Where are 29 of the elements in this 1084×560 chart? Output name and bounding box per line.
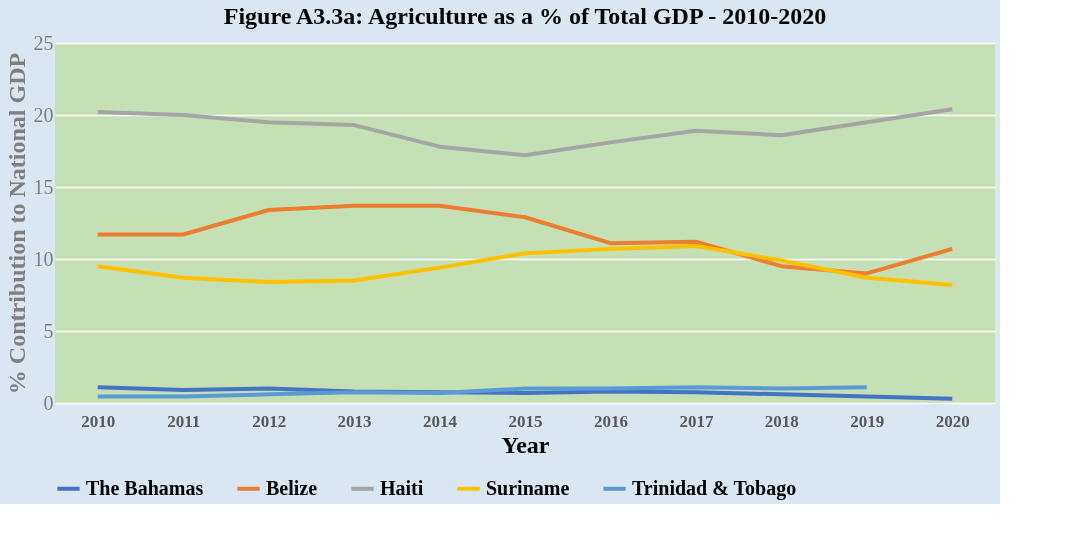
x-tick-label: 2011 [167, 411, 201, 431]
x-tick-label: 2018 [764, 411, 799, 431]
y-axis-title: % Contribution to National GDP [3, 52, 30, 395]
legend-label: Suriname [486, 476, 570, 499]
y-tick-label: 15 [33, 175, 54, 198]
y-tick-label: 25 [33, 31, 54, 54]
x-tick-label: 2019 [850, 411, 885, 431]
y-tick-label: 0 [43, 391, 54, 414]
x-tick-label: 2015 [508, 411, 543, 431]
legend-label: The Bahamas [86, 476, 204, 499]
y-tick-label: 20 [33, 103, 54, 126]
x-tick-label: 2014 [423, 411, 458, 431]
y-tick-label: 10 [33, 247, 54, 270]
line-series [95, 385, 869, 399]
line-series [95, 244, 955, 287]
legend-label: Trinidad & Tobago [632, 476, 797, 500]
legend-label: Haiti [380, 476, 424, 499]
x-tick-label: 2020 [935, 411, 970, 431]
line-series [95, 203, 955, 276]
legend-label: Belize [266, 476, 318, 499]
x-tick-label: 2010 [81, 411, 116, 431]
x-tick-label: 2016 [593, 411, 628, 431]
x-tick-label: 2013 [337, 411, 372, 431]
line-series [95, 107, 955, 158]
x-tick-label: 2012 [252, 411, 287, 431]
chart-title: Figure A3.3a: Agriculture as a % of Total GDP - 2010-2020 [223, 3, 827, 29]
x-axis-title: Year [501, 431, 550, 458]
y-tick-label: 5 [43, 319, 54, 342]
x-tick-label: 2017 [679, 411, 714, 431]
